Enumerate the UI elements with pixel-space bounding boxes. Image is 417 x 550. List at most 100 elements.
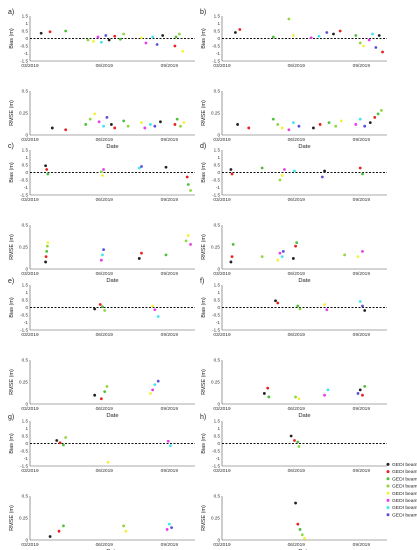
bias-tick-label: 0.5: [214, 298, 221, 303]
bias-point: [58, 441, 62, 445]
rmse-point: [260, 255, 264, 259]
bias-point: [153, 308, 157, 312]
panel-label: g): [8, 414, 14, 421]
rmse-point: [109, 123, 113, 126]
rmse-tick-label: 0.5: [214, 358, 221, 363]
x-tick-label: 03/2019: [213, 271, 231, 277]
bias-point: [229, 168, 233, 171]
x-tick-label: 06/2019: [96, 197, 114, 203]
rmse-point: [93, 393, 97, 397]
rmse-point: [280, 255, 284, 259]
legend-marker: [386, 477, 390, 481]
rmse-point: [231, 242, 235, 246]
rmse-point: [48, 535, 52, 538]
bias-tick-label: 1: [217, 290, 220, 295]
legend: GEDI beam 0GEDI beam 1GEDI beam 2 GEDI be…: [386, 462, 417, 518]
rmse-tick-label: 0: [25, 133, 28, 138]
bias-point: [296, 304, 300, 308]
rmse-point: [280, 126, 284, 130]
x-tick-label: 03/2019: [213, 468, 231, 474]
x-axis-label: Date: [298, 413, 310, 419]
x-tick-label: 03/2019: [21, 271, 39, 277]
bias-tick-label: 0: [217, 441, 220, 446]
x-tick-label: 09/2019: [353, 63, 371, 69]
bias-point: [338, 29, 342, 33]
rmse-point: [323, 393, 326, 397]
rmse-point: [267, 395, 271, 399]
rmse-tick-label: 0.25: [211, 516, 220, 521]
bias-tick-label: -1.5: [20, 59, 28, 64]
rmse-point: [156, 379, 160, 383]
bias-tick-label: 1: [25, 21, 28, 26]
x-tick-label: 03/2019: [21, 137, 39, 143]
bias-tick-label: -1: [216, 51, 221, 56]
rmse-point: [229, 260, 233, 264]
bias-axis-label: Bias (m): [9, 162, 15, 183]
bias-point: [361, 172, 364, 176]
bias-point: [99, 170, 103, 174]
bias-point: [233, 31, 237, 34]
rmse-point: [167, 522, 171, 526]
bias-axis-label: Bias (m): [201, 297, 207, 318]
bias-point: [140, 165, 143, 168]
bias-tick-label: 1.5: [22, 283, 29, 288]
bias-point: [122, 32, 126, 36]
x-tick-label: 09/2019: [161, 63, 179, 69]
rmse-tick-label: 0.5: [22, 223, 29, 228]
x-tick-label: 03/2019: [21, 406, 39, 412]
bias-tick-label: 1.5: [214, 148, 221, 153]
bias-point: [296, 440, 300, 444]
bias-point: [297, 445, 301, 448]
x-tick-label: 06/2019: [288, 406, 306, 412]
bias-tick-label: -1.5: [212, 59, 220, 64]
bias-point: [287, 17, 291, 21]
rmse-point: [173, 123, 177, 126]
rmse-point: [297, 124, 301, 128]
bias-point: [45, 168, 49, 171]
x-tick-label: 09/2019: [161, 271, 179, 277]
rmse-point: [276, 258, 280, 262]
rmse-point: [93, 112, 97, 116]
bias-point: [166, 439, 170, 443]
bias-point: [186, 183, 190, 186]
bias-point: [358, 300, 362, 303]
rmse-point: [151, 388, 155, 392]
rmse-tick-label: 0: [217, 133, 220, 138]
x-tick-label: 03/2019: [213, 332, 231, 338]
bias-tick-label: 1: [217, 426, 220, 431]
x-tick-label: 03/2019: [213, 63, 231, 69]
bias-point: [381, 50, 384, 54]
x-tick-label: 03/2019: [213, 137, 231, 143]
legend-entry: GEDI beam 0: [392, 462, 417, 468]
rmse-tick-label: 0.25: [211, 380, 220, 385]
rmse-tick-label: 0.5: [214, 89, 221, 94]
rmse-axis-label: RMSE (m): [9, 505, 15, 531]
bias-tick-label: 1.5: [22, 14, 29, 19]
bias-point: [137, 166, 141, 170]
panel-label: a): [8, 9, 14, 16]
bias-tick-label: -1: [24, 51, 29, 56]
bias-tick-label: -1: [24, 185, 29, 190]
rmse-point: [124, 529, 128, 533]
bias-point: [283, 168, 286, 171]
rmse-point: [291, 257, 295, 260]
bias-point: [99, 40, 103, 44]
rmse-tick-label: 0.25: [211, 245, 220, 250]
rmse-point: [62, 524, 65, 528]
rmse-point: [126, 124, 130, 128]
rmse-axis-label: RMSE (m): [9, 100, 15, 126]
rmse-point: [45, 250, 49, 253]
rmse-point: [278, 251, 282, 255]
bias-tick-label: -0.5: [20, 313, 28, 318]
bias-point: [44, 164, 48, 168]
bias-point: [151, 304, 155, 308]
bias-tick-label: 0: [25, 305, 28, 310]
rmse-tick-label: 0.25: [19, 245, 28, 250]
bias-tick-label: 1.5: [214, 419, 221, 424]
x-tick-label: 09/2019: [161, 406, 179, 412]
legend-entry: GEDI beam 7: [392, 512, 417, 518]
bias-tick-label: 0: [217, 36, 220, 41]
bias-tick-label: 0.5: [22, 298, 29, 303]
panel-label: e): [8, 278, 14, 285]
rmse-point: [137, 257, 141, 260]
